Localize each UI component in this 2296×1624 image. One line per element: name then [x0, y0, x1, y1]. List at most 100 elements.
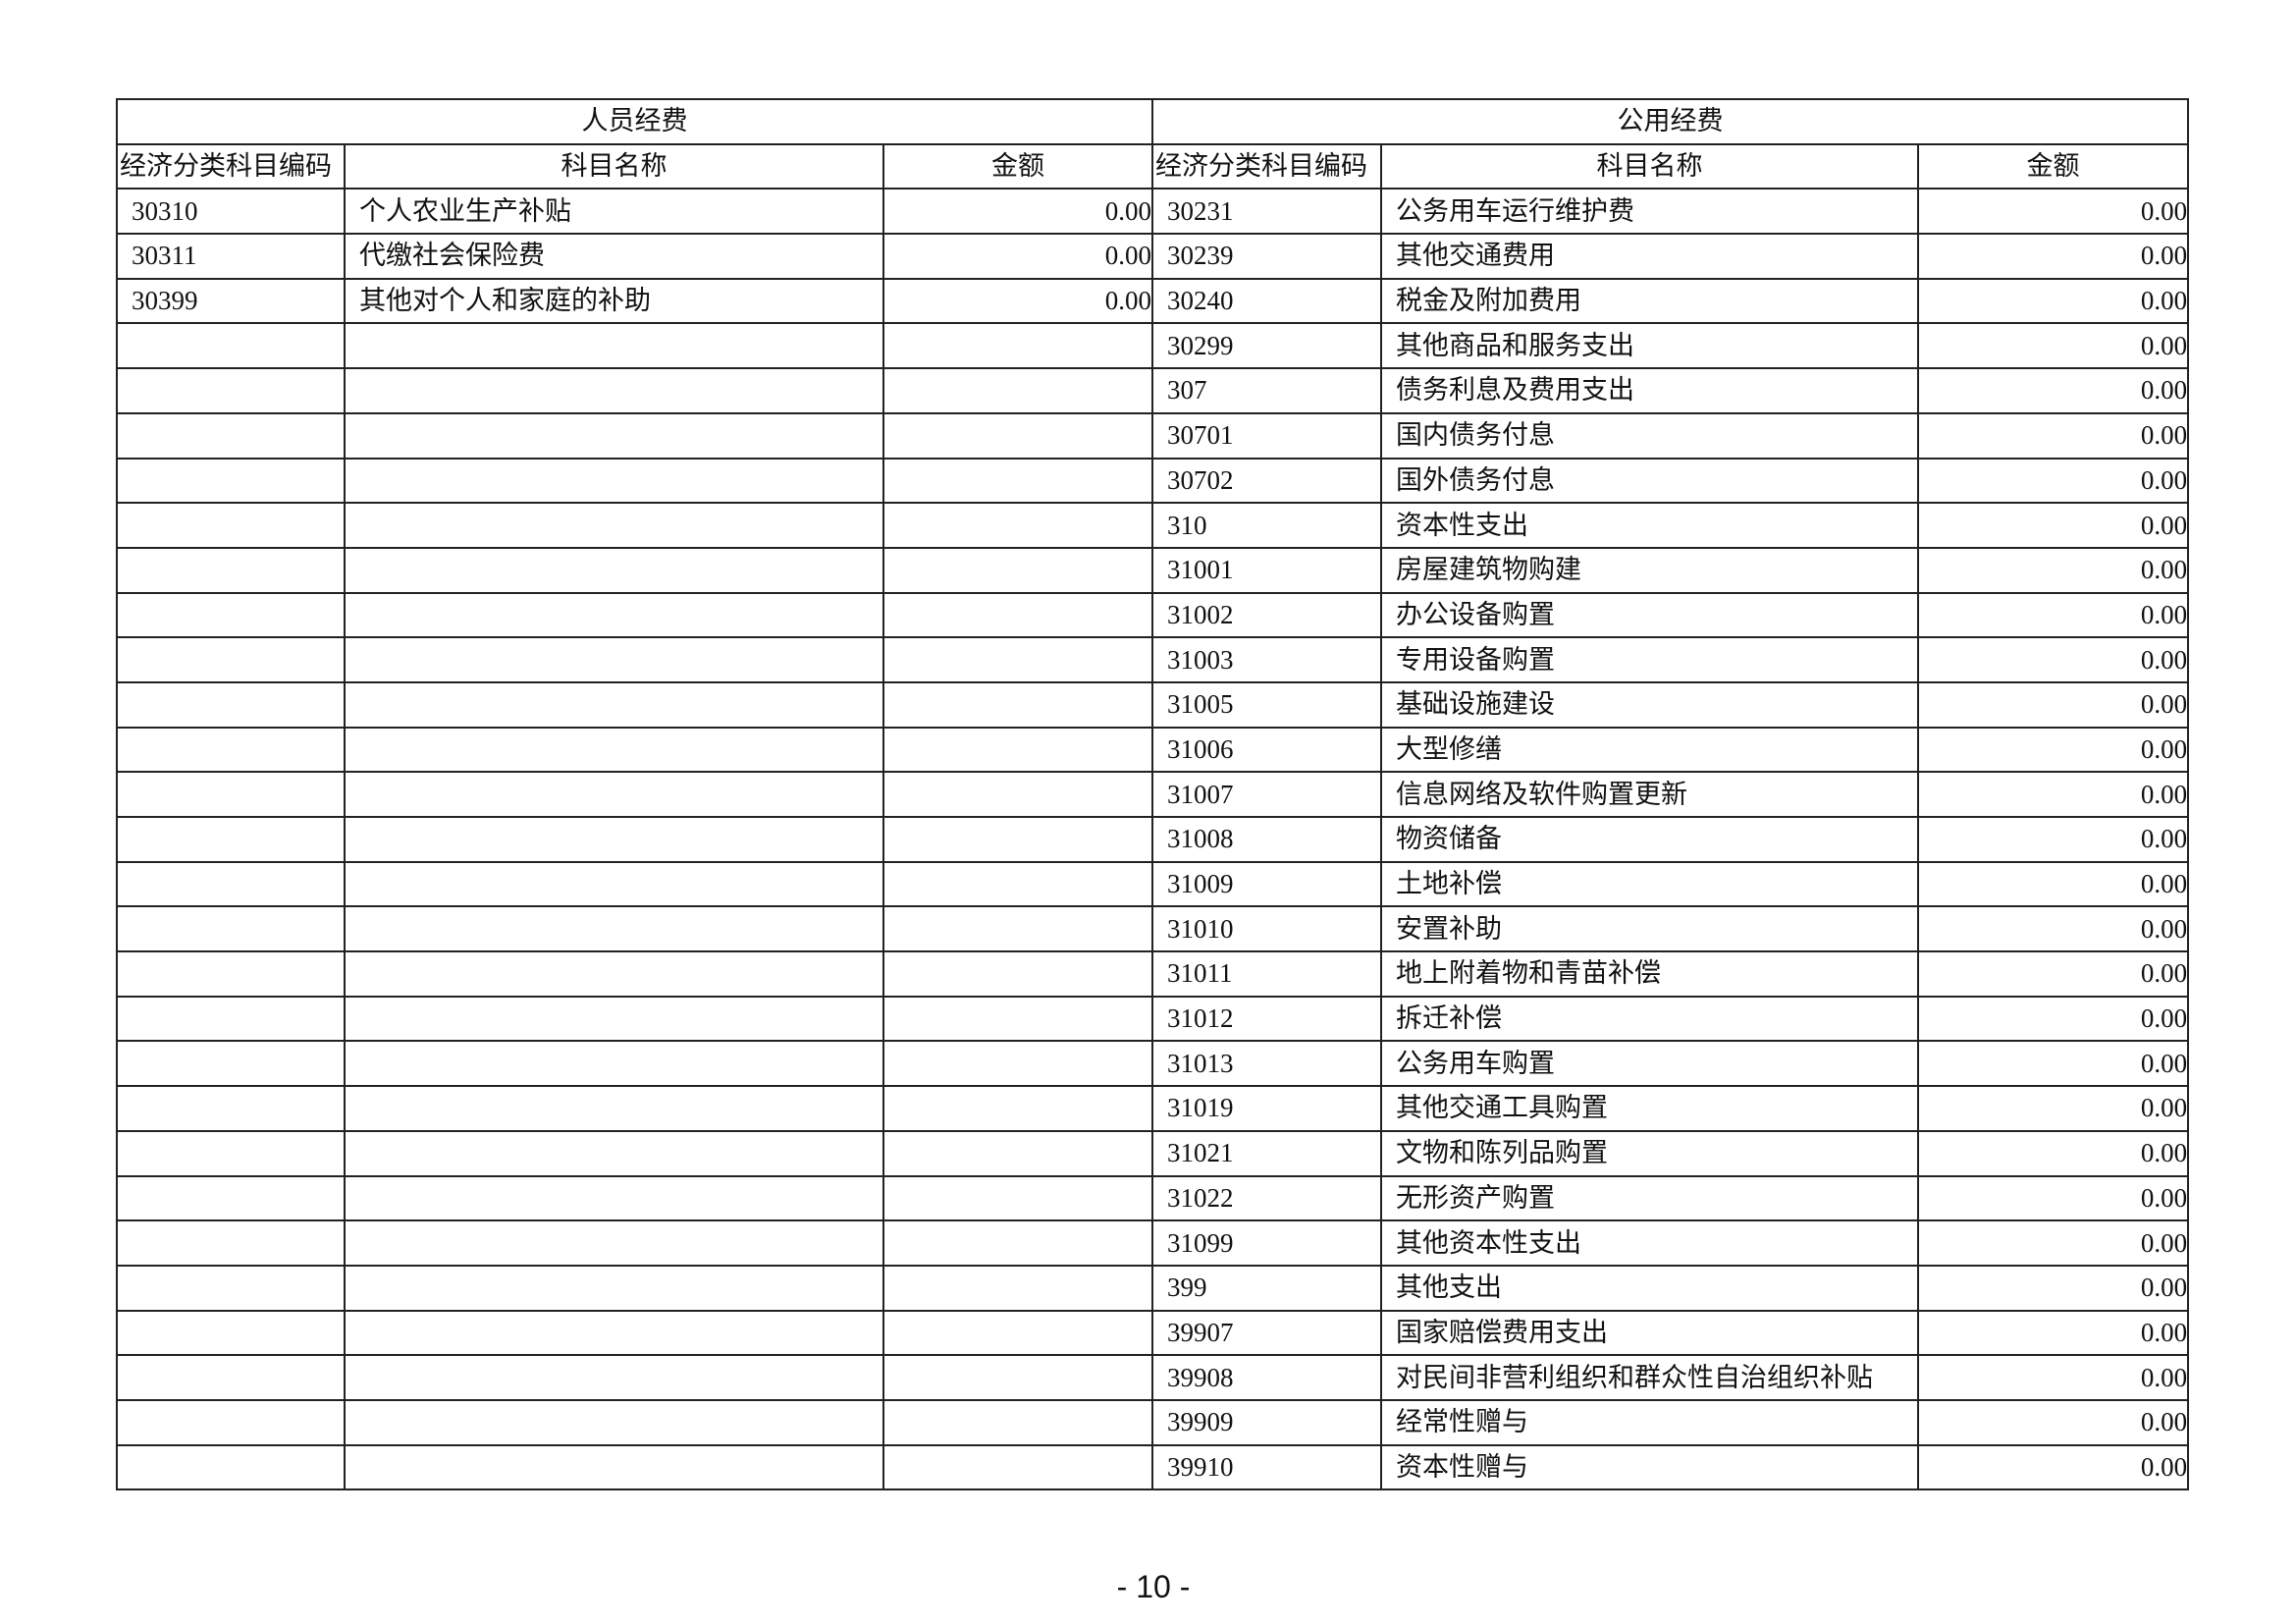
public-name-cell: 其他商品和服务支出 — [1380, 322, 1920, 370]
personnel-amount-cell: 0.00 — [881, 233, 1154, 280]
public-code-cell: 31002 — [1151, 591, 1383, 639]
personnel-code-cell — [116, 591, 346, 639]
public-amount-cell: 0.00 — [1917, 367, 2190, 414]
personnel-amount-cell — [881, 636, 1154, 683]
personnel-code-cell: 30310 — [116, 188, 346, 236]
table-row: 31011 地上附着物和青苗补偿 0.00 — [116, 950, 2190, 998]
personnel-amount-cell — [881, 1085, 1154, 1132]
personnel-name-cell — [344, 860, 884, 908]
public-code-cell: 31011 — [1151, 950, 1383, 998]
public-code-cell: 31007 — [1151, 771, 1383, 818]
personnel-name-cell — [344, 680, 884, 729]
col-header-name: 科目名称 — [344, 142, 884, 190]
public-name-cell: 其他交通工具购置 — [1380, 1085, 1920, 1132]
personnel-amount-cell — [881, 411, 1154, 460]
public-amount-cell: 0.00 — [1917, 771, 2190, 818]
public-amount-cell: 0.00 — [1917, 546, 2190, 594]
public-amount-cell: 0.00 — [1917, 1443, 2190, 1491]
personnel-name-cell — [344, 1174, 884, 1222]
personnel-code-cell — [116, 546, 346, 594]
personnel-name-cell — [344, 1398, 884, 1446]
personnel-code-cell — [116, 816, 346, 863]
personnel-amount-cell — [881, 1398, 1154, 1446]
public-amount-cell: 0.00 — [1917, 816, 2190, 863]
personnel-name-cell — [344, 1129, 884, 1177]
personnel-name-cell — [344, 950, 884, 998]
public-amount-cell: 0.00 — [1917, 277, 2190, 325]
personnel-name-cell — [344, 1085, 884, 1132]
public-code-cell: 31008 — [1151, 816, 1383, 863]
personnel-name-cell — [344, 726, 884, 774]
personnel-amount-cell — [881, 726, 1154, 774]
table-row: 31021 文物和陈列品购置 0.00 — [116, 1129, 2190, 1177]
public-amount-cell: 0.00 — [1917, 726, 2190, 774]
personnel-amount-cell — [881, 367, 1154, 414]
table-row: 31008 物资储备 0.00 — [116, 816, 2190, 863]
table-row: 31009 土地补偿 0.00 — [116, 860, 2190, 908]
personnel-code-cell — [116, 1040, 346, 1088]
personnel-name-cell — [344, 322, 884, 370]
personnel-amount-cell — [881, 816, 1154, 863]
table-row: 307 债务利息及费用支出 0.00 — [116, 367, 2190, 414]
personnel-code-cell — [116, 1443, 346, 1491]
personnel-code-cell — [116, 1174, 346, 1222]
personnel-name-cell — [344, 1264, 884, 1312]
personnel-code-cell — [116, 1264, 346, 1312]
personnel-amount-cell — [881, 1219, 1154, 1267]
personnel-code-cell — [116, 502, 346, 549]
public-name-cell: 公务用车运行维护费 — [1380, 188, 1920, 236]
table-row: 39908 对民间非营利组织和群众性自治组织补贴 0.00 — [116, 1354, 2190, 1401]
personnel-name-cell — [344, 546, 884, 594]
public-name-cell: 其他交通费用 — [1380, 233, 1920, 280]
personnel-code-cell — [116, 950, 346, 998]
public-name-cell: 安置补助 — [1380, 905, 1920, 953]
col-header-amount: 金额 — [881, 142, 1154, 190]
public-code-cell: 39909 — [1151, 1398, 1383, 1446]
personnel-amount-cell — [881, 771, 1154, 818]
personnel-code-cell — [116, 367, 346, 414]
personnel-name-cell — [344, 1219, 884, 1267]
table-row: 31022 无形资产购置 0.00 — [116, 1174, 2190, 1222]
personnel-code-cell — [116, 995, 346, 1043]
column-header-row: 经济分类科目编码 科目名称 金额 经济分类科目编码 科目名称 金额 — [116, 142, 2190, 190]
personnel-amount-cell — [881, 1443, 1154, 1491]
table-row: 30299 其他商品和服务支出 0.00 — [116, 322, 2190, 370]
personnel-name-cell — [344, 591, 884, 639]
personnel-code-cell: 30399 — [116, 277, 346, 325]
public-code-cell: 399 — [1151, 1264, 1383, 1312]
personnel-name-cell — [344, 411, 884, 460]
public-amount-cell: 0.00 — [1917, 322, 2190, 370]
public-code-cell: 31009 — [1151, 860, 1383, 908]
table-row: 30701 国内债务付息 0.00 — [116, 411, 2190, 460]
personnel-name-cell — [344, 995, 884, 1043]
col-header-name: 科目名称 — [1380, 142, 1920, 190]
col-header-code: 经济分类科目编码 — [1151, 142, 1383, 190]
public-code-cell: 31012 — [1151, 995, 1383, 1043]
personnel-amount-cell — [881, 322, 1154, 370]
public-name-cell: 对民间非营利组织和群众性自治组织补贴 — [1380, 1354, 1920, 1401]
public-name-cell: 办公设备购置 — [1380, 591, 1920, 639]
public-amount-cell: 0.00 — [1917, 860, 2190, 908]
personnel-name-cell — [344, 1309, 884, 1357]
personnel-code-cell — [116, 860, 346, 908]
personnel-amount-cell — [881, 591, 1154, 639]
table-row: 31010 安置补助 0.00 — [116, 905, 2190, 953]
public-code-cell: 30702 — [1151, 457, 1383, 505]
public-code-cell: 307 — [1151, 367, 1383, 414]
personnel-name-cell — [344, 502, 884, 549]
public-name-cell: 地上附着物和青苗补偿 — [1380, 950, 1920, 998]
public-name-cell: 文物和陈列品购置 — [1380, 1129, 1920, 1177]
public-amount-cell: 0.00 — [1917, 1219, 2190, 1267]
public-name-cell: 拆迁补偿 — [1380, 995, 1920, 1043]
public-amount-cell: 0.00 — [1917, 233, 2190, 280]
public-code-cell: 30701 — [1151, 411, 1383, 460]
public-name-cell: 资本性支出 — [1380, 502, 1920, 549]
personnel-amount-cell — [881, 1040, 1154, 1088]
personnel-amount-cell — [881, 860, 1154, 908]
public-amount-cell: 0.00 — [1917, 950, 2190, 998]
public-amount-cell: 0.00 — [1917, 457, 2190, 505]
table-row: 30702 国外债务付息 0.00 — [116, 457, 2190, 505]
personnel-code-cell — [116, 680, 346, 729]
public-code-cell: 31099 — [1151, 1219, 1383, 1267]
public-code-cell: 30231 — [1151, 188, 1383, 236]
